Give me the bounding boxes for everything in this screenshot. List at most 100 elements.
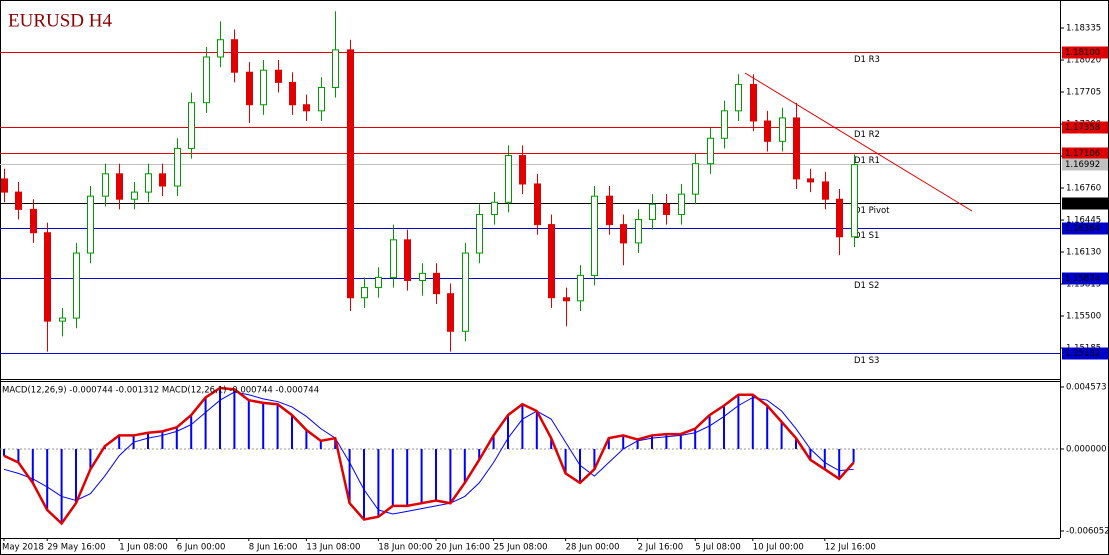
candle-body (707, 137, 714, 165)
candle-body (606, 195, 613, 226)
macd-bar (665, 434, 668, 449)
level-name: D1 S2 (854, 281, 879, 291)
candle-body (491, 201, 498, 215)
level-name: D1 R2 (854, 130, 880, 140)
candle-body (851, 164, 858, 238)
y-tick-label: 1.17705 (1066, 88, 1101, 98)
y-tick-label: 1.16760 (1066, 184, 1101, 194)
level-price-label: 1.18100 (1065, 48, 1100, 58)
level-name: D1 R3 (854, 55, 880, 65)
candle-body (419, 272, 426, 281)
macd-bar (550, 438, 553, 449)
macd-bar (391, 448, 394, 506)
level-price-box (1062, 121, 1108, 134)
candle-body (231, 39, 238, 73)
macd-bar (233, 389, 236, 449)
candle-body (447, 293, 454, 332)
macd-line (3, 386, 855, 526)
x-tick-label: 20 Jun 16:00 (436, 543, 490, 553)
candle-body (735, 83, 742, 112)
candles (1, 11, 858, 352)
macd-bar (593, 448, 596, 470)
macd-bar (723, 405, 725, 449)
indicator-title: MACD(12,26,9) -0.000744 -0.001312 MACD(1… (2, 386, 319, 396)
macd-bar (737, 394, 740, 449)
macd-bar (219, 387, 221, 449)
candle-body (145, 173, 152, 193)
chart-title: EURUSD H4 (8, 10, 112, 31)
macd-bar (406, 448, 409, 506)
level-price-label: 1.16616 (1065, 199, 1100, 209)
y-tick-label: 1.18335 (1066, 24, 1101, 34)
macd-bar (579, 448, 581, 483)
x-tick-label: 29 May 16:00 (47, 543, 105, 553)
level-name: D1 R1 (854, 156, 880, 166)
candle-body (361, 287, 368, 299)
macd-bar (708, 415, 711, 449)
level-price-label: 1.16364 (1065, 224, 1100, 234)
candle-body (519, 155, 526, 185)
candle-body (807, 178, 814, 183)
macd-bar (636, 439, 639, 449)
macd-bar (363, 448, 365, 520)
macd-bar (679, 434, 682, 449)
candle-body (750, 83, 757, 122)
macd-bar (435, 448, 437, 501)
level-price-box (1062, 147, 1108, 160)
macd-bar (838, 448, 841, 479)
macd-y-tick-label: -0.006052 (1066, 527, 1109, 537)
candle-body (505, 155, 512, 203)
macd-bar (175, 427, 178, 449)
macd-bar (492, 435, 495, 449)
candle-body (635, 219, 642, 244)
candle-body (159, 173, 166, 187)
macd-bar (766, 405, 769, 449)
candle-body (433, 272, 440, 295)
candle-body (217, 39, 224, 58)
y-tick-label: 1.15500 (1066, 312, 1101, 322)
candle-body (318, 86, 325, 112)
macd-bar (204, 397, 207, 449)
candle-body (462, 252, 469, 332)
x-tick-label: May 2018 (2, 543, 44, 553)
candle-body (116, 173, 123, 200)
candle-body (548, 224, 555, 299)
x-tick-label: 12 Jul 16:00 (825, 543, 876, 553)
macd-bar (651, 435, 653, 449)
macd-bar (420, 448, 423, 504)
x-tick-label: 28 Jun 00:00 (566, 543, 620, 553)
y-tick-label: 1.18020 (1066, 56, 1101, 66)
macd-bar (17, 448, 20, 463)
macd-bar (31, 448, 34, 483)
macd-bar (3, 448, 5, 456)
candle-body (332, 49, 339, 88)
macd-bar (348, 448, 351, 504)
candle-body (30, 208, 37, 234)
macd-y-tick-label: 0.004573 (1066, 383, 1107, 393)
candle-body (779, 117, 786, 142)
candle-body (591, 195, 598, 276)
candle-body (188, 102, 195, 149)
macd-bar (852, 448, 855, 463)
macd-bar (46, 448, 49, 510)
candle-body (275, 69, 282, 83)
candle-body (347, 49, 354, 299)
x-tick-label: 8 Jun 16:00 (249, 543, 298, 553)
macd-bar (89, 448, 92, 470)
x-tick-label: 10 Jul 00:00 (753, 543, 804, 553)
candle-body (577, 274, 584, 302)
candle-body (836, 198, 843, 238)
macd-bar (694, 428, 697, 449)
x-tick-label: 2 Jul 16:00 (638, 543, 684, 553)
macd-panel (0, 386, 1060, 526)
macd-bar (823, 448, 826, 470)
macd-bar (622, 435, 625, 449)
macd-bar (305, 430, 308, 449)
candle-body (73, 252, 80, 319)
candle-body (620, 224, 627, 244)
macd-bar (190, 415, 193, 449)
signal-line (3, 391, 854, 515)
level-price-box (1062, 272, 1108, 285)
macd-bar (291, 415, 293, 449)
